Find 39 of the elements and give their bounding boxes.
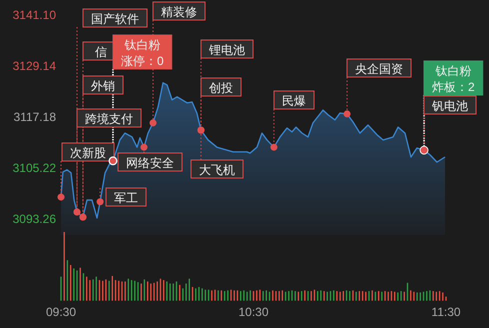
x-tick-label: 11:30 xyxy=(431,305,461,319)
annotation: 次新股 xyxy=(62,142,114,162)
annotation: 央企国资 xyxy=(346,58,412,78)
annotation: 精装修 xyxy=(152,2,206,20)
annotation: 外销 xyxy=(82,76,124,94)
y-tick-label: 3117.18 xyxy=(14,110,56,124)
y-tick-label: 3141.10 xyxy=(12,8,56,22)
annotation: 国产软件 xyxy=(82,8,148,28)
annotation: 钒电池 xyxy=(424,96,476,114)
annotation: 民爆 xyxy=(274,90,314,110)
annotation: 精装修 xyxy=(161,5,197,19)
annotation: 钛白粉涨停：0 xyxy=(121,38,164,68)
annotation: 钛白粉炸板：2 xyxy=(432,64,475,94)
annotation: 锂电池 xyxy=(200,40,254,58)
x-tick-label: 10:30 xyxy=(238,305,269,319)
annotation: 大飞机 xyxy=(190,160,244,178)
annotation: 钛白粉炸板：2 xyxy=(424,60,484,96)
annotation: 大飞机 xyxy=(199,163,235,177)
annotation: 网络安全 xyxy=(118,152,182,172)
annotation: 外销 xyxy=(91,79,115,93)
annotation: 军工 xyxy=(106,188,146,206)
y-tick-label: 3129.14 xyxy=(12,59,56,73)
annotation: 次新股 xyxy=(70,146,106,160)
annotation: 央企国资 xyxy=(355,62,403,76)
x-tick-label: 09:30 xyxy=(46,305,76,319)
y-tick-label: 3105.22 xyxy=(12,161,56,175)
annotation: 锂电池 xyxy=(208,43,245,57)
annotation: 网络安全 xyxy=(126,156,174,170)
annotation: 钛白粉涨停：0 xyxy=(112,34,172,70)
annotation: 跨境支付 xyxy=(85,112,133,126)
annotation: 民爆 xyxy=(282,94,306,108)
annotation: 创投 xyxy=(209,81,233,95)
annotation: 跨境支付 xyxy=(76,108,142,128)
annotation: 信 xyxy=(95,45,107,59)
y-tick-label: 3093.26 xyxy=(12,212,56,226)
annotation: 军工 xyxy=(114,191,138,205)
annotation: 钒电池 xyxy=(431,99,468,113)
annotation: 国产软件 xyxy=(91,12,139,26)
annotation: 创投 xyxy=(200,78,242,96)
